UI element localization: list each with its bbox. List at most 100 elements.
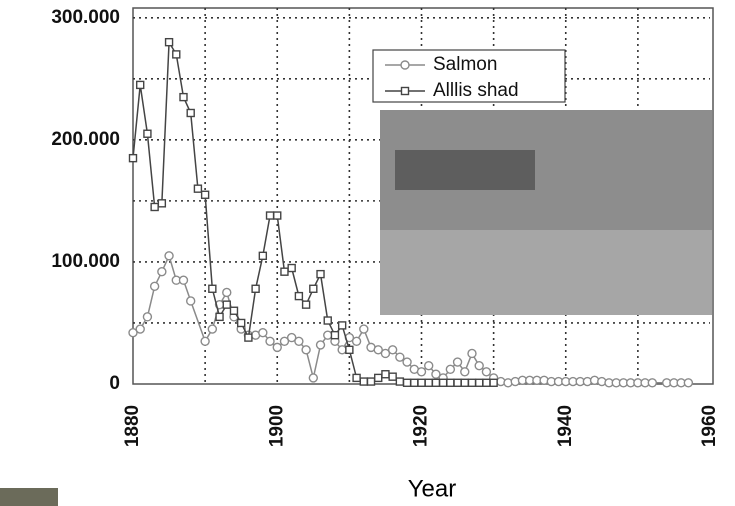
data-point	[310, 285, 317, 292]
data-point	[382, 371, 389, 378]
x-tick-label: 1880	[122, 405, 143, 447]
legend-marker	[402, 88, 409, 95]
data-point	[267, 212, 274, 219]
data-point	[266, 337, 274, 345]
data-point	[252, 285, 259, 292]
legend-label: Salmon	[433, 54, 497, 75]
x-tick-label: 1920	[411, 405, 432, 447]
data-point	[324, 317, 331, 324]
data-point	[223, 288, 231, 296]
data-point	[151, 203, 158, 210]
data-point	[461, 379, 468, 386]
y-tick-label: 200.000	[51, 129, 120, 150]
data-point	[411, 379, 418, 386]
data-point	[274, 212, 281, 219]
photo-boat	[395, 150, 535, 190]
data-point	[396, 378, 403, 385]
data-point	[144, 130, 151, 137]
data-point	[201, 337, 209, 345]
data-point	[454, 358, 462, 366]
data-point	[230, 307, 237, 314]
x-tick-label: 1940	[555, 405, 576, 447]
data-point	[418, 379, 425, 386]
data-point	[368, 378, 375, 385]
data-point	[180, 94, 187, 101]
data-point	[324, 331, 332, 339]
x-axis-label: Year	[408, 475, 457, 502]
data-point	[461, 368, 469, 376]
photo-fragment	[0, 488, 58, 506]
data-point	[331, 332, 338, 339]
legend-marker	[401, 61, 409, 69]
data-point	[483, 379, 490, 386]
data-point	[475, 362, 483, 370]
data-point	[302, 346, 310, 354]
data-point	[143, 313, 151, 321]
data-point	[158, 200, 165, 207]
data-point	[130, 155, 137, 162]
data-point	[187, 109, 194, 116]
data-point	[165, 252, 173, 260]
data-point	[446, 365, 454, 373]
x-tick-label: 1900	[266, 405, 287, 447]
data-point	[303, 301, 310, 308]
data-point	[482, 368, 490, 376]
data-point	[223, 301, 230, 308]
y-tick-label: 300.000	[51, 7, 120, 28]
data-point	[403, 358, 411, 366]
data-point	[216, 313, 223, 320]
data-point	[137, 81, 144, 88]
y-tick-label: 0	[109, 373, 120, 394]
data-point	[389, 373, 396, 380]
data-point	[396, 353, 404, 361]
y-tick-label: 100.000	[51, 251, 120, 272]
data-point	[476, 379, 483, 386]
data-point	[454, 379, 461, 386]
data-point	[468, 379, 475, 386]
data-point	[317, 341, 325, 349]
data-point	[360, 378, 367, 385]
data-point	[490, 379, 497, 386]
photo-water	[380, 230, 712, 315]
data-point	[447, 379, 454, 386]
data-point	[209, 285, 216, 292]
data-point	[288, 265, 295, 272]
data-point	[158, 268, 166, 276]
data-point	[375, 374, 382, 381]
data-point	[353, 374, 360, 381]
data-point	[259, 329, 267, 337]
data-point	[338, 346, 346, 354]
chart: Salmon Alllis shad Year 0 100.000 200.000 30…	[0, 0, 735, 506]
data-point	[202, 191, 209, 198]
data-point	[309, 374, 317, 382]
data-point	[648, 379, 656, 387]
data-point	[295, 337, 303, 345]
data-point	[179, 276, 187, 284]
data-point	[360, 325, 368, 333]
data-point	[684, 379, 692, 387]
data-point	[346, 346, 353, 353]
data-point	[389, 346, 397, 354]
data-point	[173, 51, 180, 58]
data-point	[208, 325, 216, 333]
data-point	[187, 297, 195, 305]
data-point	[425, 379, 432, 386]
data-point	[259, 252, 266, 259]
x-tick-label: 1960	[699, 405, 720, 447]
data-point	[273, 343, 281, 351]
data-point	[432, 379, 439, 386]
data-point	[339, 322, 346, 329]
legend-label: Alllis shad	[433, 80, 519, 101]
data-point	[245, 334, 252, 341]
data-point	[281, 268, 288, 275]
data-point	[440, 379, 447, 386]
data-point	[425, 362, 433, 370]
data-point	[353, 337, 361, 345]
data-point	[136, 325, 144, 333]
data-point	[194, 185, 201, 192]
data-point	[418, 368, 426, 376]
data-point	[295, 293, 302, 300]
data-point	[317, 271, 324, 278]
data-point	[151, 282, 159, 290]
data-point	[166, 39, 173, 46]
